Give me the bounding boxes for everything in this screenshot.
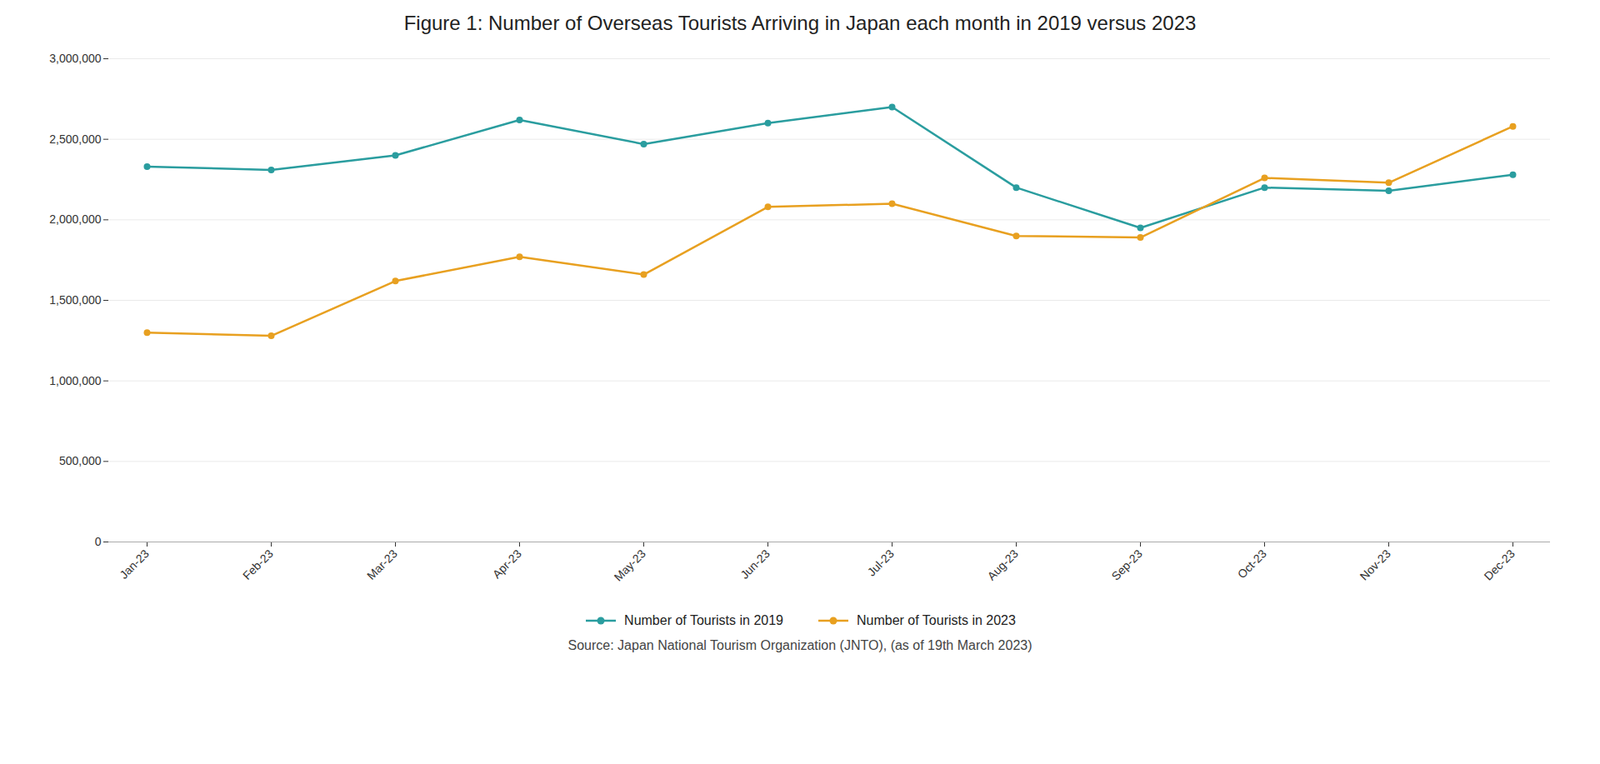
svg-text:0: 0 (95, 535, 102, 549)
svg-text:500,000: 500,000 (59, 454, 102, 468)
svg-text:1,500,000: 1,500,000 (49, 293, 101, 307)
html-text:Number of Tourists in 2019: Number of Tourists in 2019 (624, 613, 784, 628)
svg-text:Jun-23: Jun-23 (737, 546, 773, 582)
svg-text:Oct-23: Oct-23 (1235, 546, 1270, 581)
svg-text:Sep-23: Sep-23 (1109, 546, 1145, 583)
svg-text:Apr-23: Apr-23 (490, 546, 525, 581)
svg-text:3,000,000: 3,000,000 (49, 51, 101, 65)
svg-text:Mar-23: Mar-23 (364, 546, 400, 583)
svg-text:Dec-23: Dec-23 (1481, 546, 1518, 583)
svg-text:Jul-23: Jul-23 (865, 546, 897, 579)
html-text:Figure 1: Number of Overseas T: Figure 1: Number of Overseas Tourists Ar… (403, 11, 1197, 35)
svg-text:2,500,000: 2,500,000 (49, 132, 101, 146)
svg-text:May-23: May-23 (610, 546, 648, 584)
svg-text:Jan-23: Jan-23 (116, 546, 152, 582)
html-text:Source: Japan National Tourism: Source: Japan National Tourism Organizat… (567, 638, 1033, 653)
svg-text:2,000,000: 2,000,000 (49, 212, 101, 226)
svg-text:Nov-23: Nov-23 (1357, 546, 1394, 583)
html-text:Number of Tourists in 2023: Number of Tourists in 2023 (856, 613, 1016, 628)
svg-text:Aug-23: Aug-23 (985, 546, 1021, 583)
svg-text:1,000,000: 1,000,000 (49, 374, 101, 388)
svg-text:Feb-23: Feb-23 (240, 546, 276, 583)
